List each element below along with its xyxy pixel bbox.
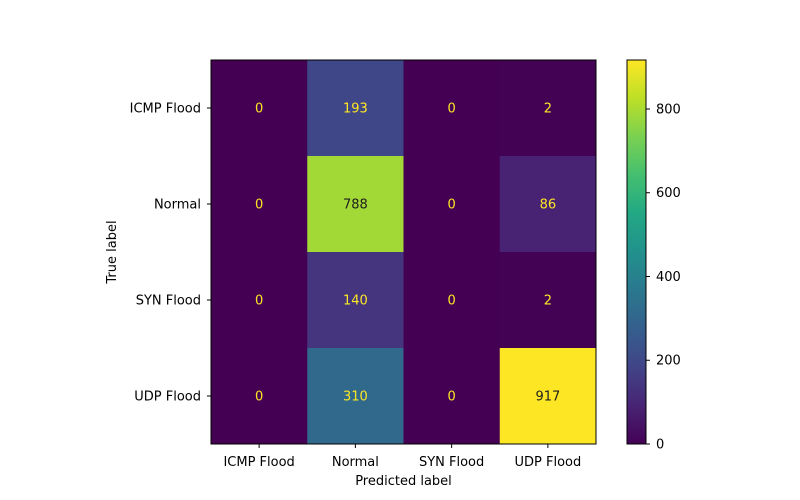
matrix-frame [210,59,597,445]
matrix-cell [499,252,597,349]
cell-value-label: 0 [255,198,263,213]
colorbar-ticks: 0 200 400 600 800 [646,102,681,453]
cell-value-label: 2 [544,102,552,117]
y-axis-ticks: ICMP Flood Normal SYN Flood UDP Flood [130,102,211,405]
matrix-cell [499,156,597,253]
cell-value-label: 310 [343,390,368,405]
matrix-cell [211,60,308,157]
y-axis-label: True label [105,220,120,284]
matrix-cell [211,156,308,253]
matrix-cell [499,348,597,445]
cell-value-label: 0 [447,102,455,117]
matrix-cell [499,60,597,157]
colorbar-tick-label: 0 [656,438,664,453]
x-tick-label: Normal [332,455,379,470]
colorbar-tick-label: 200 [656,354,681,369]
matrix-cell [211,348,308,445]
x-axis-ticks: ICMP Flood Normal SYN Flood UDP Flood [223,444,581,470]
matrix-cell [211,252,308,349]
matrix-cell [307,348,404,445]
cell-value-label: 86 [540,198,557,213]
x-tick-label: ICMP Flood [223,455,294,470]
cell-value-label: 788 [343,198,368,213]
cell-value-label: 193 [343,102,368,117]
cell-value-label: 2 [544,294,552,309]
cell-value-label: 0 [255,102,263,117]
cell-value-label: 0 [447,390,455,405]
cell-value-label: 0 [255,294,263,309]
x-tick-label: UDP Flood [515,455,582,470]
matrix-cell [403,60,501,157]
x-tick-label: SYN Flood [419,455,484,470]
colorbar-tick-label: 400 [656,270,681,285]
cell-value-label: 917 [535,390,560,405]
cell-value-label: 0 [255,390,263,405]
y-tick-label: SYN Flood [136,294,201,309]
colorbar-tick-label: 600 [656,186,681,201]
matrix-cell [307,156,404,253]
colorbar-tick-label: 800 [656,102,681,117]
cell-value-label: 140 [343,294,368,309]
cell-value-label: 0 [447,198,455,213]
colorbar [626,59,647,445]
matrix-cell [403,348,501,445]
y-tick-label: ICMP Flood [130,102,201,117]
matrix-cell [307,252,404,349]
cell-value-label: 0 [447,294,455,309]
y-tick-label: UDP Flood [134,390,201,405]
matrix-cell [403,156,501,253]
matrix-cell [307,60,404,157]
matrix-cell [403,252,501,349]
x-axis-label: Predicted label [355,474,452,489]
y-tick-label: Normal [154,198,201,213]
matrix-cells: 0 193 0 2 0 788 0 86 0 140 0 2 0 310 0 917 [211,60,597,445]
